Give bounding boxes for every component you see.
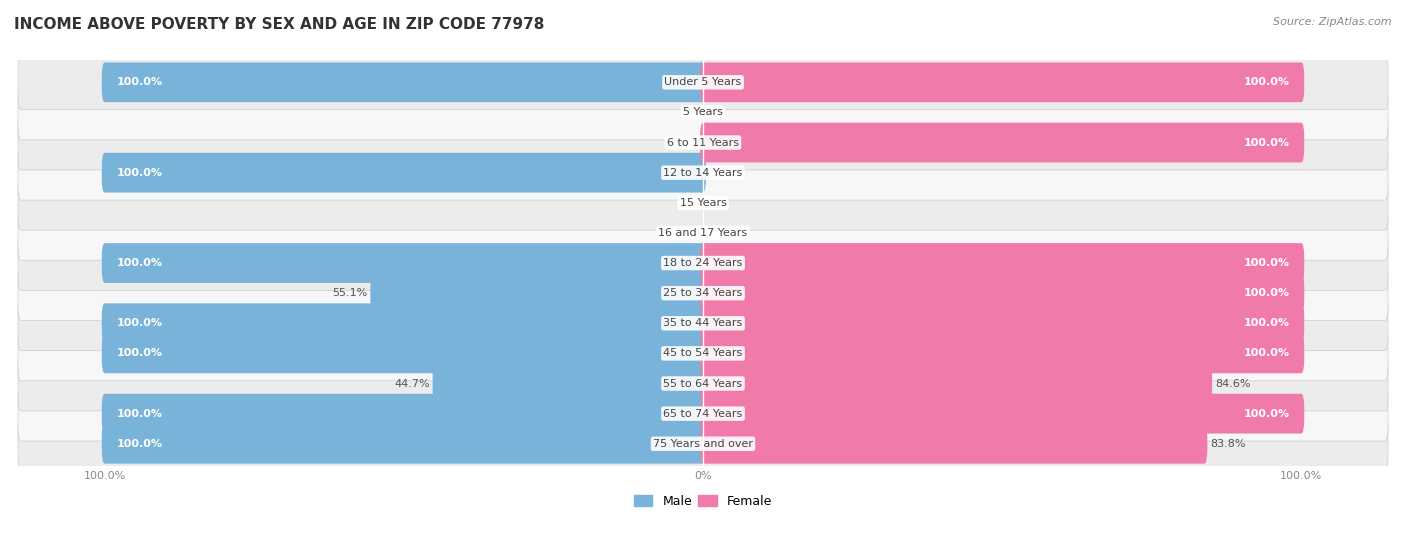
- Legend: Male, Female: Male, Female: [628, 490, 778, 513]
- Text: 65 to 74 Years: 65 to 74 Years: [664, 409, 742, 419]
- FancyBboxPatch shape: [18, 206, 1388, 260]
- FancyBboxPatch shape: [18, 115, 1388, 170]
- Text: 100.0%: 100.0%: [1243, 288, 1289, 298]
- Text: 5 Years: 5 Years: [683, 107, 723, 117]
- FancyBboxPatch shape: [101, 424, 706, 463]
- Text: 75 Years and over: 75 Years and over: [652, 439, 754, 449]
- FancyBboxPatch shape: [700, 394, 1305, 434]
- FancyBboxPatch shape: [18, 176, 1388, 230]
- Text: 100.0%: 100.0%: [117, 439, 163, 449]
- FancyBboxPatch shape: [18, 416, 1388, 471]
- FancyBboxPatch shape: [700, 63, 1305, 102]
- Text: 55 to 64 Years: 55 to 64 Years: [664, 378, 742, 389]
- FancyBboxPatch shape: [18, 145, 1388, 200]
- Text: 16 and 17 Years: 16 and 17 Years: [658, 228, 748, 238]
- Text: 100.0%: 100.0%: [1243, 138, 1289, 148]
- FancyBboxPatch shape: [18, 326, 1388, 381]
- Text: 18 to 24 Years: 18 to 24 Years: [664, 258, 742, 268]
- Text: 55.1%: 55.1%: [332, 288, 367, 298]
- Text: 84.6%: 84.6%: [1215, 378, 1250, 389]
- Text: 100.0%: 100.0%: [117, 168, 163, 178]
- FancyBboxPatch shape: [101, 243, 706, 283]
- Text: 12 to 14 Years: 12 to 14 Years: [664, 168, 742, 178]
- FancyBboxPatch shape: [18, 85, 1388, 140]
- Text: 100.0%: 100.0%: [117, 258, 163, 268]
- Text: 25 to 34 Years: 25 to 34 Years: [664, 288, 742, 298]
- FancyBboxPatch shape: [101, 334, 706, 373]
- Text: 45 to 54 Years: 45 to 54 Years: [664, 348, 742, 358]
- Text: INCOME ABOVE POVERTY BY SEX AND AGE IN ZIP CODE 77978: INCOME ABOVE POVERTY BY SEX AND AGE IN Z…: [14, 17, 544, 32]
- FancyBboxPatch shape: [101, 394, 706, 434]
- Text: 100.0%: 100.0%: [1243, 258, 1289, 268]
- FancyBboxPatch shape: [433, 364, 706, 404]
- FancyBboxPatch shape: [18, 386, 1388, 441]
- Text: 15 Years: 15 Years: [679, 198, 727, 208]
- FancyBboxPatch shape: [700, 122, 1305, 163]
- FancyBboxPatch shape: [700, 334, 1305, 373]
- Text: Source: ZipAtlas.com: Source: ZipAtlas.com: [1274, 17, 1392, 27]
- Text: 100.0%: 100.0%: [117, 318, 163, 328]
- FancyBboxPatch shape: [18, 236, 1388, 291]
- Text: 100.0%: 100.0%: [1243, 348, 1289, 358]
- Text: 83.8%: 83.8%: [1211, 439, 1246, 449]
- Text: 100.0%: 100.0%: [117, 77, 163, 87]
- FancyBboxPatch shape: [101, 304, 706, 343]
- Text: 35 to 44 Years: 35 to 44 Years: [664, 318, 742, 328]
- Text: Under 5 Years: Under 5 Years: [665, 77, 741, 87]
- FancyBboxPatch shape: [101, 153, 706, 192]
- FancyBboxPatch shape: [700, 364, 1212, 404]
- Text: 44.7%: 44.7%: [394, 378, 430, 389]
- FancyBboxPatch shape: [18, 266, 1388, 320]
- FancyBboxPatch shape: [700, 304, 1305, 343]
- Text: 100.0%: 100.0%: [1243, 77, 1289, 87]
- Text: 100.0%: 100.0%: [1243, 318, 1289, 328]
- FancyBboxPatch shape: [18, 55, 1388, 110]
- Text: 100.0%: 100.0%: [117, 409, 163, 419]
- Text: 6 to 11 Years: 6 to 11 Years: [666, 138, 740, 148]
- FancyBboxPatch shape: [101, 63, 706, 102]
- FancyBboxPatch shape: [18, 356, 1388, 411]
- FancyBboxPatch shape: [700, 273, 1305, 313]
- FancyBboxPatch shape: [700, 243, 1305, 283]
- Text: 100.0%: 100.0%: [1243, 409, 1289, 419]
- FancyBboxPatch shape: [700, 424, 1208, 463]
- Text: 100.0%: 100.0%: [117, 348, 163, 358]
- FancyBboxPatch shape: [18, 296, 1388, 350]
- FancyBboxPatch shape: [370, 273, 706, 313]
